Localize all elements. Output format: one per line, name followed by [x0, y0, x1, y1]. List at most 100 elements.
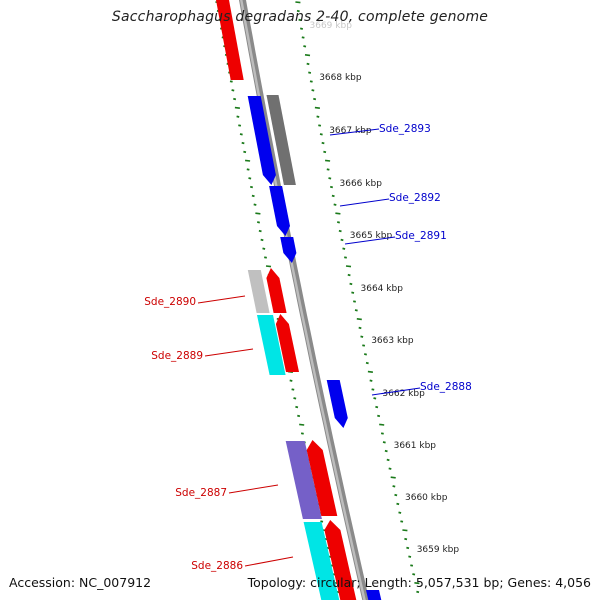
- left-tick-ruler-tick: [300, 432, 304, 435]
- right-tick-ruler-tick: [311, 89, 315, 92]
- kbp-label: 3660 kbp: [405, 493, 448, 503]
- right-tick-ruler-tick: [316, 115, 320, 118]
- right-tick-ruler-tick: [390, 476, 396, 479]
- kbp-label: 3666 kbp: [340, 179, 383, 189]
- gene-block-gray: [266, 95, 296, 185]
- gene-label: Sde_2892: [389, 192, 441, 204]
- right-tick-ruler-tick: [375, 405, 379, 409]
- gene-arrow-sde-2891: [280, 237, 297, 263]
- kbp-label: 3669 kbp: [310, 21, 353, 31]
- gene-label: Sde_2888: [420, 381, 472, 393]
- right-tick-ruler-tick: [382, 441, 386, 444]
- left-tick-ruler-tick: [320, 520, 324, 523]
- right-tick-ruler-tick: [371, 388, 375, 391]
- left-tick-ruler-tick: [255, 212, 261, 215]
- right-tick-ruler-tick: [295, 1, 301, 4]
- right-tick-ruler-tick: [301, 36, 305, 39]
- gene-label: Sde_2887: [175, 487, 227, 499]
- right-tick-ruler-tick: [352, 300, 357, 303]
- gene-arrow-sde-2887: [306, 440, 338, 516]
- right-tick-ruler-tick: [321, 141, 325, 145]
- gene-block-purple: [285, 441, 322, 519]
- left-tick-ruler-tick: [248, 177, 252, 180]
- gene-arrow-sde-2890: [266, 268, 287, 313]
- left-tick-ruler-tick: [297, 414, 301, 418]
- right-tick-ruler-tick: [380, 432, 384, 435]
- right-tick-ruler-tick: [340, 238, 344, 242]
- right-tick-ruler-tick: [369, 379, 373, 382]
- gene-block-cyan-lower: [303, 522, 340, 600]
- left-tick-ruler-tick: [263, 256, 268, 259]
- right-tick-ruler-tick: [319, 133, 323, 136]
- gene-label: Sde_2893: [379, 123, 431, 135]
- gene-block-bottom-blue: [366, 590, 382, 600]
- kbp-label: 3665 kbp: [350, 231, 393, 241]
- right-tick-ruler-tick: [362, 344, 366, 347]
- right-tick-ruler-tick: [392, 485, 396, 488]
- left-tick-ruler-tick: [236, 115, 240, 118]
- kbp-label: 3663 kbp: [371, 336, 414, 346]
- right-tick-ruler-tick: [304, 54, 311, 57]
- gene-leader-line: [329, 128, 380, 136]
- right-tick-ruler-tick: [325, 159, 331, 162]
- right-tick-ruler-tick: [365, 361, 369, 365]
- left-tick-ruler-tick: [299, 423, 305, 426]
- gene-label: Sde_2890: [144, 296, 196, 308]
- left-tick-ruler-tick: [239, 133, 243, 136]
- backbone-line: [239, 0, 370, 600]
- right-tick-ruler-tick: [388, 467, 392, 470]
- left-tick-ruler-tick: [256, 221, 261, 224]
- gene-block-top-red: [216, 0, 244, 80]
- right-tick-ruler-tick: [323, 150, 327, 154]
- backbone-highlight: [240, 0, 366, 600]
- left-tick-ruler-tick: [229, 80, 233, 83]
- right-tick-ruler-tick: [377, 414, 381, 418]
- left-tick-ruler-tick: [260, 238, 264, 242]
- left-tick-ruler-tick: [241, 141, 245, 145]
- left-tick-ruler-tick: [293, 397, 297, 400]
- right-tick-ruler-tick: [384, 449, 388, 453]
- right-tick-ruler-tick: [314, 106, 320, 109]
- genome-summary-text: Topology: circular; Length: 5,057,531 bp…: [247, 575, 591, 590]
- right-tick-ruler-tick: [363, 353, 368, 356]
- left-tick-ruler-tick: [291, 388, 295, 391]
- right-tick-ruler-tick: [333, 203, 337, 206]
- page-title: Saccharophagus degradans 2-40, complete …: [111, 9, 489, 25]
- right-tick-ruler-tick: [299, 27, 304, 30]
- left-tick-ruler-tick: [289, 379, 293, 382]
- right-tick-ruler-tick: [356, 318, 362, 321]
- right-tick-ruler-tick: [331, 194, 335, 198]
- gene-leader-line: [204, 348, 254, 357]
- left-tick-ruler-tick: [245, 159, 251, 162]
- right-tick-ruler-tick: [347, 273, 351, 277]
- right-tick-ruler-tick: [349, 282, 353, 286]
- left-tick-ruler-tick: [234, 106, 240, 109]
- right-tick-ruler-tick: [343, 256, 348, 259]
- right-tick-ruler-tick: [308, 71, 312, 74]
- gene-leader-line: [344, 236, 396, 245]
- right-tick-ruler-tick: [414, 582, 420, 585]
- gene-label: Sde_2891: [395, 230, 447, 242]
- right-tick-ruler-tick: [396, 502, 400, 506]
- right-tick-ruler-tick: [379, 423, 385, 426]
- right-tick-ruler-tick: [309, 80, 313, 83]
- accession-text: Accession: NC_007912: [9, 575, 152, 590]
- right-tick-ruler-tick: [345, 265, 352, 268]
- gene-leader-line: [339, 198, 390, 207]
- left-tick-ruler-tick: [233, 97, 237, 101]
- left-tick-ruler-tick: [231, 89, 235, 92]
- kbp-label: 3664 kbp: [361, 284, 404, 294]
- right-tick-ruler-tick: [367, 370, 373, 373]
- right-tick-ruler-tick: [406, 546, 410, 550]
- left-tick-ruler-tick: [253, 203, 257, 206]
- right-tick-ruler-tick: [306, 62, 310, 66]
- kbp-label: 3662 kbp: [382, 389, 425, 399]
- right-tick-ruler-tick: [373, 397, 377, 400]
- right-tick-ruler-tick: [298, 18, 302, 22]
- left-tick-ruler-tick: [249, 185, 254, 189]
- right-tick-ruler-tick: [326, 168, 330, 171]
- right-tick-ruler-tick: [404, 537, 408, 541]
- right-tick-ruler-tick: [329, 185, 334, 189]
